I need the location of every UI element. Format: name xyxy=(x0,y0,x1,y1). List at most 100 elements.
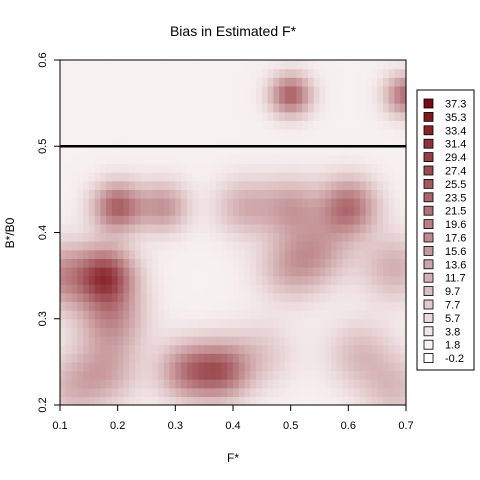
heatmap-cell xyxy=(307,111,315,121)
heatmap-cell xyxy=(279,353,286,363)
heatmap-cell xyxy=(111,146,119,156)
heatmap-cell xyxy=(331,292,338,303)
heatmap-cell xyxy=(267,318,274,328)
heatmap-cell xyxy=(146,215,153,225)
heatmap-cell xyxy=(302,94,309,104)
heatmap-cell xyxy=(117,396,125,406)
heatmap-cell xyxy=(400,267,407,277)
heatmap-cell xyxy=(394,111,401,121)
heatmap-cell xyxy=(198,241,205,251)
heatmap-cell xyxy=(209,137,217,147)
heatmap-cell xyxy=(388,249,396,259)
heatmap-cell xyxy=(250,198,257,208)
heatmap-cell xyxy=(158,129,165,139)
heatmap-cell xyxy=(71,146,78,156)
heatmap-cell xyxy=(181,336,188,346)
heatmap-cell xyxy=(175,336,182,346)
heatmap-cell xyxy=(60,241,67,251)
heatmap-cell xyxy=(83,223,90,234)
heatmap-cell xyxy=(123,129,130,139)
heatmap-cell xyxy=(117,310,125,320)
heatmap-cell xyxy=(123,344,130,354)
heatmap-cell xyxy=(233,379,240,389)
heatmap-cell xyxy=(250,241,257,251)
heatmap-cell xyxy=(152,206,159,216)
heatmap-cell xyxy=(336,68,344,78)
heatmap-cell xyxy=(290,353,298,363)
heatmap-cell xyxy=(94,370,101,380)
heatmap-cell xyxy=(342,284,349,294)
heatmap-cell xyxy=(250,284,257,294)
heatmap-cell xyxy=(394,223,401,234)
heatmap-cell xyxy=(163,301,171,311)
heatmap-cell xyxy=(296,232,303,242)
heatmap-cell xyxy=(100,180,107,190)
heatmap-cell xyxy=(394,379,401,389)
heatmap-cell xyxy=(129,111,136,121)
heatmap-cell xyxy=(388,318,396,328)
heatmap-cell xyxy=(244,275,251,285)
heatmap-cell xyxy=(134,85,142,96)
heatmap-cell xyxy=(342,163,349,173)
heatmap-cell xyxy=(169,60,176,70)
heatmap-cell xyxy=(365,267,372,277)
heatmap-cell xyxy=(100,301,107,311)
heatmap-cell xyxy=(394,60,401,70)
heatmap-cell xyxy=(394,267,401,277)
heatmap-cell xyxy=(336,163,344,173)
heatmap-cell xyxy=(371,241,378,251)
heatmap-cell xyxy=(238,284,246,294)
heatmap-cell xyxy=(158,68,165,78)
heatmap-cell xyxy=(388,85,396,96)
heatmap-cell xyxy=(158,379,165,389)
heatmap-cell xyxy=(377,353,384,363)
heatmap-cell xyxy=(382,284,390,294)
heatmap-cell xyxy=(169,215,176,225)
heatmap-cell xyxy=(88,77,96,87)
heatmap-cell xyxy=(348,258,355,268)
heatmap-cell xyxy=(342,232,349,242)
heatmap-cell xyxy=(71,129,78,139)
heatmap-cell xyxy=(94,180,101,190)
heatmap-cell xyxy=(94,223,101,234)
heatmap-cell xyxy=(377,318,384,328)
heatmap-cell xyxy=(227,94,234,104)
heatmap-cell xyxy=(158,180,165,190)
heatmap-cell xyxy=(336,327,344,337)
heatmap-cell xyxy=(215,215,223,225)
heatmap-cell xyxy=(365,396,372,406)
heatmap-cell xyxy=(365,172,372,182)
heatmap-cell xyxy=(325,206,332,216)
heatmap-cell xyxy=(175,85,182,96)
heatmap-cell xyxy=(319,396,326,406)
heatmap-cell xyxy=(192,154,199,165)
heatmap-cell xyxy=(227,120,234,130)
heatmap-cell xyxy=(221,327,228,337)
heatmap-cell xyxy=(267,310,274,320)
heatmap-cell xyxy=(388,267,396,277)
heatmap-cell xyxy=(123,85,130,96)
heatmap-cell xyxy=(342,353,349,363)
heatmap-cell xyxy=(238,68,246,78)
heatmap-cell xyxy=(250,103,257,113)
heatmap-cell xyxy=(342,336,349,346)
heatmap-cell xyxy=(290,301,298,311)
heatmap-cell xyxy=(215,267,223,277)
heatmap-cell xyxy=(267,284,274,294)
heatmap-cell xyxy=(365,215,372,225)
heatmap-cell xyxy=(175,284,182,294)
heatmap-cell xyxy=(377,249,384,259)
heatmap-cell xyxy=(140,370,148,380)
heatmap-cell xyxy=(192,301,199,311)
heatmap-cell xyxy=(117,301,125,311)
heatmap-cell xyxy=(371,310,378,320)
heatmap-cell xyxy=(175,267,182,277)
heatmap-cell xyxy=(94,198,101,208)
heatmap-cell xyxy=(227,111,234,121)
heatmap-cell xyxy=(77,85,84,96)
heatmap-cell xyxy=(181,77,188,87)
heatmap-cell xyxy=(296,206,303,216)
heatmap-cell xyxy=(94,258,101,268)
heatmap-cell xyxy=(209,120,217,130)
heatmap-cell xyxy=(134,292,142,303)
